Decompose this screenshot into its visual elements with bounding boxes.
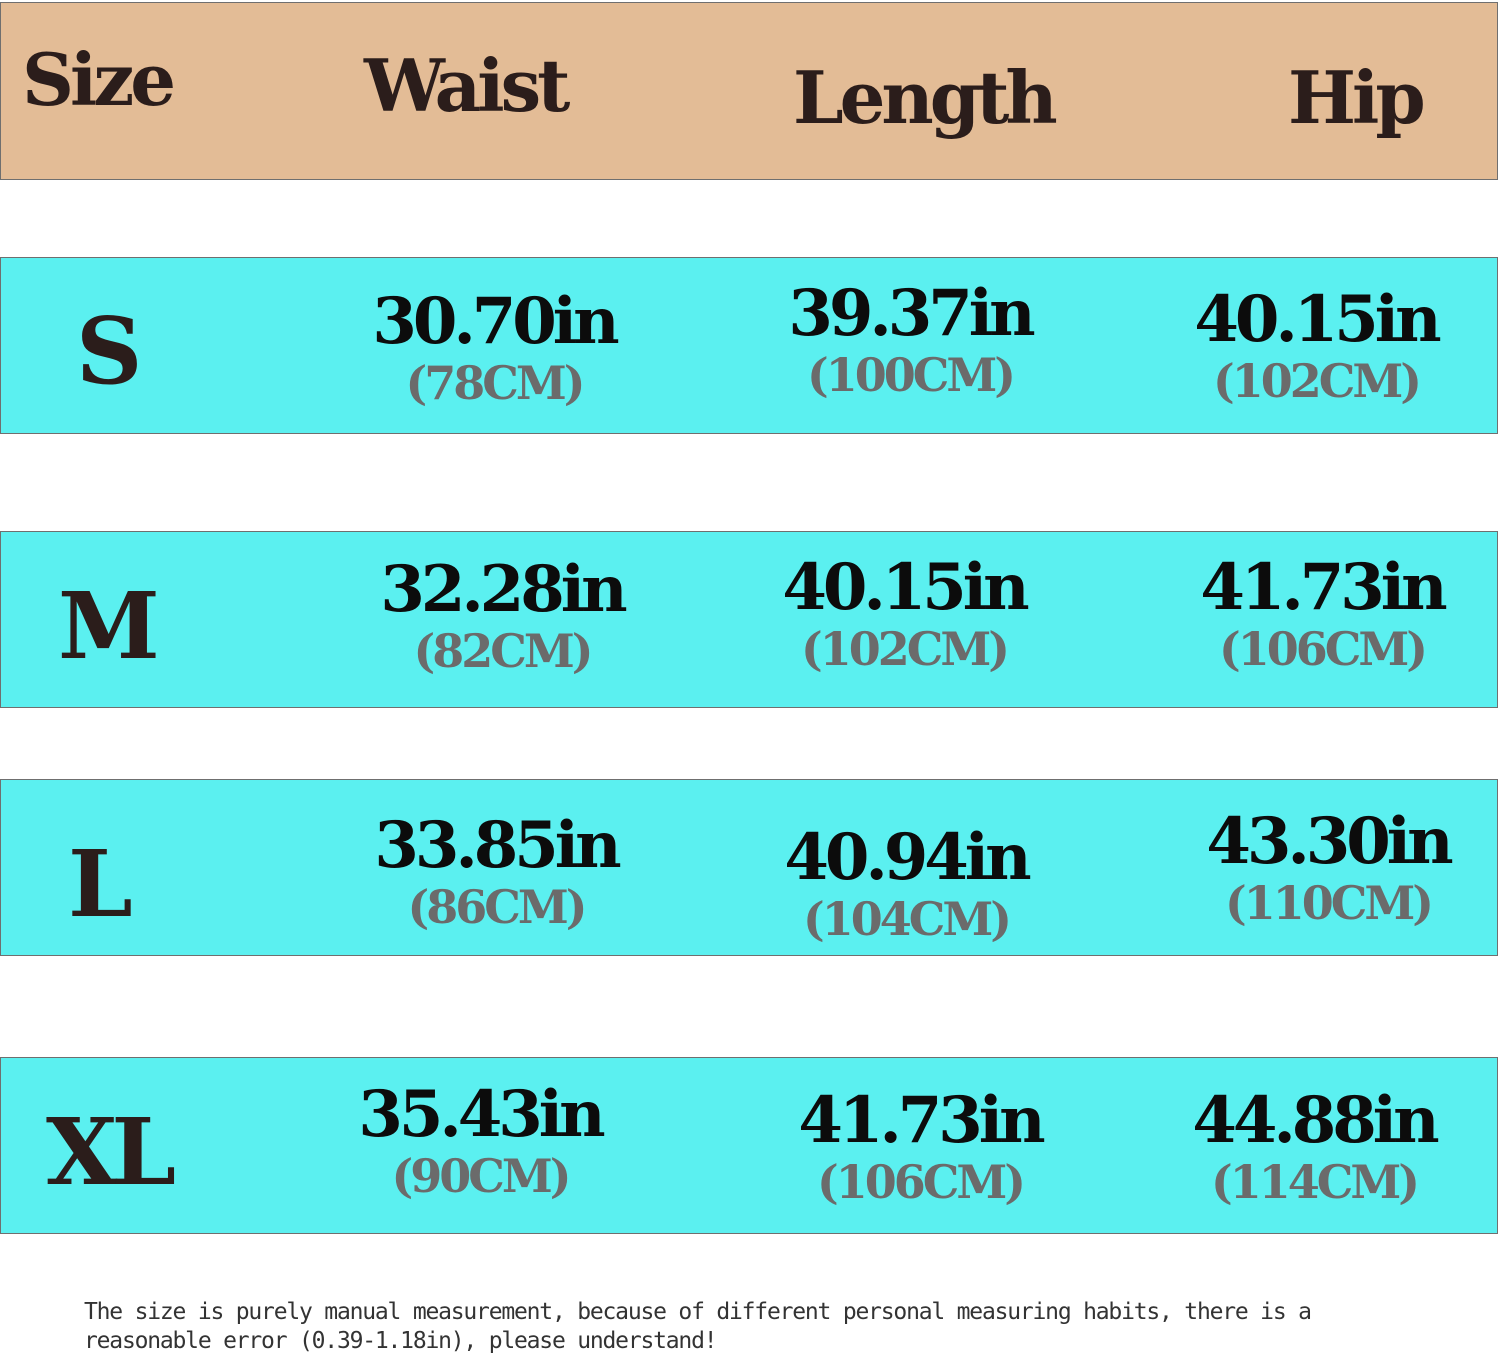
hip-cm: (106CM) [1218, 622, 1428, 676]
hip-cm: (102CM) [1212, 354, 1422, 408]
length-inches: 39.37in [788, 276, 1035, 351]
column-header-waist: Waist [364, 43, 570, 128]
measurement-note: The size is purely manual measurement, b… [84, 1299, 1312, 1354]
length-cm: (102CM) [800, 622, 1010, 676]
column-header-length: Length [793, 55, 1058, 140]
hip-cell: 40.15in (102CM) [1136, 282, 1496, 408]
length-inches: 40.15in [782, 550, 1029, 625]
waist-cm: (90CM) [391, 1149, 571, 1203]
waist-inches: 35.43in [358, 1077, 605, 1152]
hip-inches: 40.15in [1194, 282, 1441, 357]
waist-cell: 32.28in (82CM) [322, 552, 682, 678]
waist-cm: (82CM) [413, 624, 593, 678]
size-label: S [76, 297, 142, 405]
size-label: XL [46, 1098, 176, 1206]
length-cm: (104CM) [802, 892, 1012, 946]
hip-cell: 44.88in (114CM) [1134, 1083, 1494, 1209]
column-header-size: Size [22, 37, 176, 122]
size-label: L [68, 830, 133, 938]
length-inches: 40.94in [784, 820, 1031, 895]
table-row [0, 531, 1498, 708]
hip-cell: 43.30in (110CM) [1148, 804, 1500, 930]
length-cell: 39.37in (100CM) [730, 276, 1090, 402]
hip-cell: 41.73in (106CM) [1142, 550, 1500, 676]
table-row [0, 1057, 1498, 1234]
waist-cell: 35.43in (90CM) [300, 1077, 660, 1203]
table-row [0, 257, 1498, 434]
length-cell: 40.94in (104CM) [726, 820, 1086, 946]
column-header-hip: Hip [1288, 55, 1426, 140]
length-inches: 41.73in [798, 1083, 1045, 1158]
waist-cell: 30.70in (78CM) [314, 284, 674, 410]
length-cell: 41.73in (106CM) [740, 1083, 1100, 1209]
hip-cm: (110CM) [1224, 876, 1434, 930]
hip-inches: 43.30in [1206, 804, 1453, 879]
hip-inches: 41.73in [1200, 550, 1447, 625]
hip-inches: 44.88in [1192, 1083, 1439, 1158]
table-row [0, 779, 1498, 956]
size-label: M [58, 572, 160, 680]
waist-inches: 32.28in [380, 552, 627, 627]
length-cell: 40.15in (102CM) [724, 550, 1084, 676]
hip-cm: (114CM) [1210, 1155, 1420, 1209]
length-cm: (106CM) [816, 1155, 1026, 1209]
table-header [0, 2, 1498, 180]
waist-inches: 33.85in [374, 808, 621, 883]
waist-cell: 33.85in (86CM) [316, 808, 676, 934]
waist-cm: (78CM) [405, 356, 585, 410]
waist-inches: 30.70in [372, 284, 619, 359]
length-cm: (100CM) [806, 348, 1016, 402]
waist-cm: (86CM) [407, 880, 587, 934]
